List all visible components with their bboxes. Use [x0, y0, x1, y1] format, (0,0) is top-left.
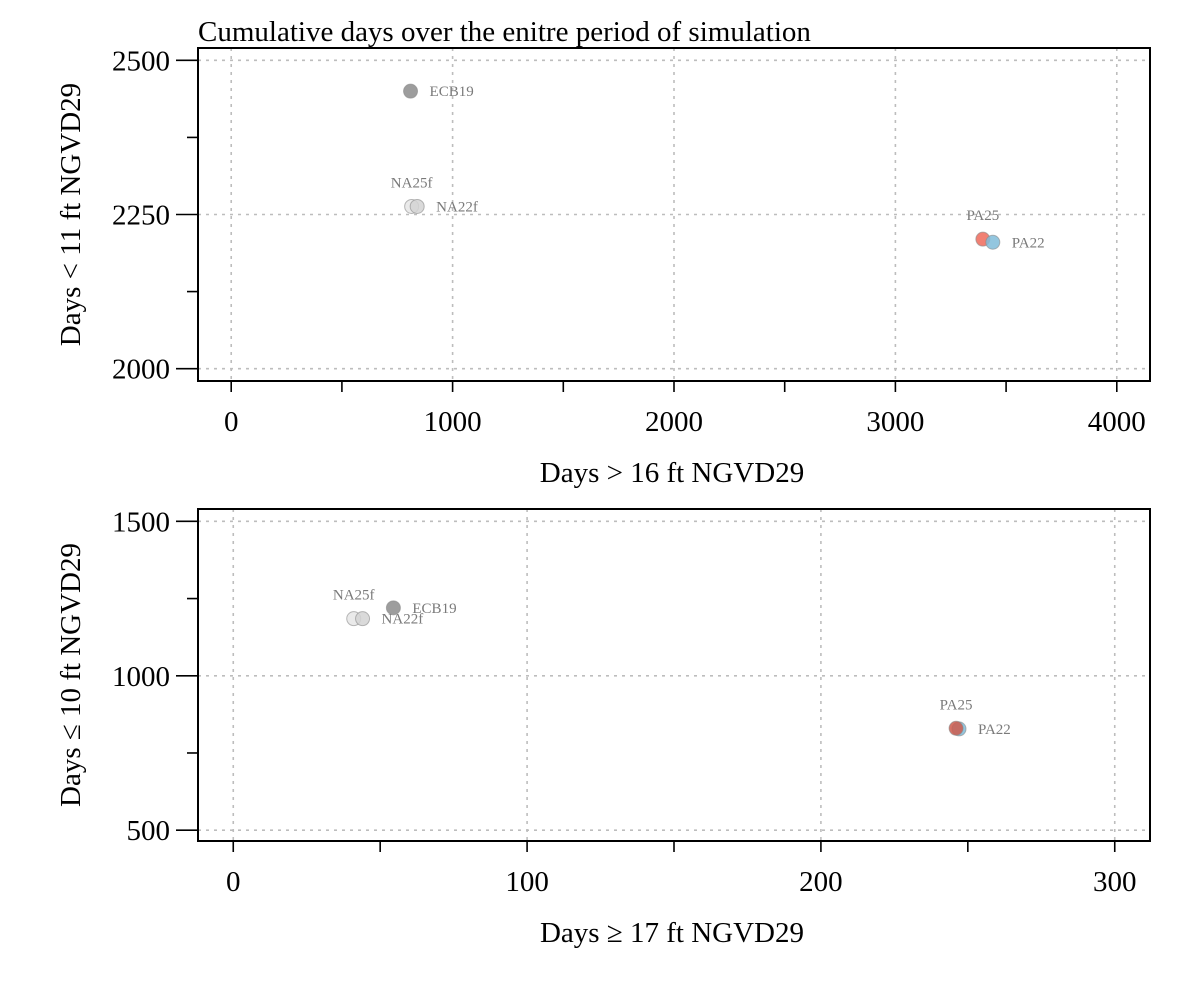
data-label-pa22: PA22 — [978, 722, 1011, 738]
x-axis-label: Days ≥ 17 ft NGVD29 — [540, 917, 804, 949]
top-scatter-panel: 0 1000 2000 3000 4000 2000 2250 2500 Days > 16 f… — [55, 45, 1151, 489]
y-tick-label: 2000 — [112, 354, 170, 386]
x-tick-label: 1000 — [424, 406, 482, 438]
x-tick-label: 0 — [226, 866, 241, 898]
data-label-na22f: NA22f — [382, 612, 424, 628]
x-tick-label: 300 — [1093, 866, 1137, 898]
x-tick-label: 3000 — [866, 406, 924, 438]
data-point-pa22 — [985, 234, 1001, 250]
y-tick-label: 2500 — [112, 45, 170, 77]
y-axis-label: Days < 11 ft NGVD29 — [55, 83, 87, 346]
x-tick-label: 100 — [505, 866, 549, 898]
x-tick-label: 200 — [799, 866, 843, 898]
data-label-pa25: PA25 — [966, 208, 999, 224]
x-tick-label: 4000 — [1088, 406, 1146, 438]
data-label-ecb19: ECB19 — [430, 84, 474, 100]
data-label-pa25: PA25 — [940, 697, 973, 713]
data-label-ecb19: ECB19 — [412, 601, 456, 617]
data-label-na25f: NA25f — [333, 588, 375, 604]
y-tick-label: 1500 — [112, 506, 170, 538]
x-axis-label: Days > 16 ft NGVD29 — [540, 457, 804, 489]
data-point-na22f — [355, 611, 371, 627]
data-point-ecb19 — [403, 83, 419, 99]
x-tick-label: 0 — [224, 406, 239, 438]
data-point-na22f — [409, 198, 425, 214]
data-label-pa22: PA22 — [1012, 235, 1045, 251]
data-label-na22f: NA22f — [436, 199, 478, 215]
y-tick-label: 500 — [127, 815, 171, 847]
y-tick-label: 1000 — [112, 661, 170, 693]
y-axis-label: Days ≤ 10 ft NGVD29 — [55, 543, 87, 807]
data-point-ecb19 — [385, 600, 401, 616]
bottom-scatter-panel: 0 100 200 300 500 1000 1500 Days ≥ 17 ft NGVD29… — [55, 506, 1151, 949]
chart-title: Cumulative days over the enitre period o… — [198, 16, 811, 48]
data-point-pa25 — [948, 720, 964, 736]
x-tick-label: 2000 — [645, 406, 703, 438]
data-label-na25f: NA25f — [391, 175, 433, 191]
y-tick-label: 2250 — [112, 200, 170, 232]
